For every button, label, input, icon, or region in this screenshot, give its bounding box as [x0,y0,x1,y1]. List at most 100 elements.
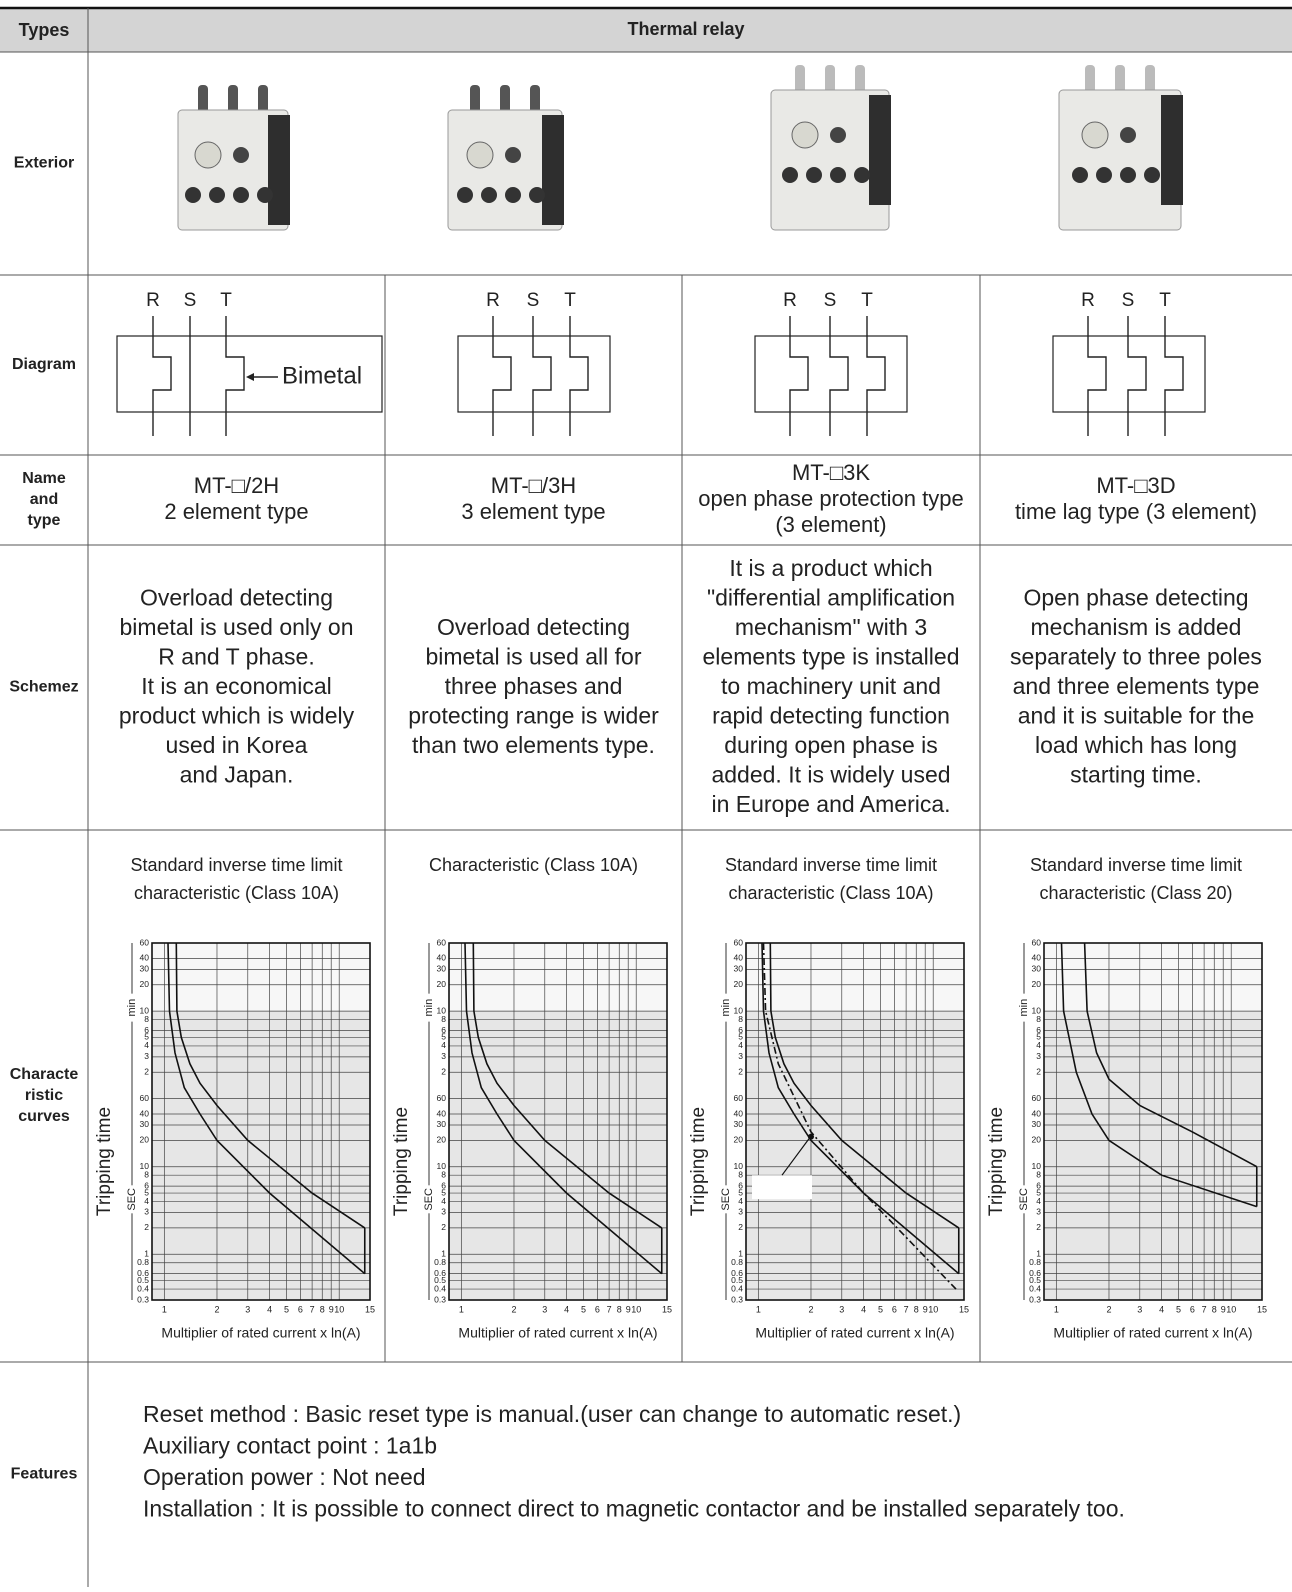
y-tick-label: 10 [140,1005,150,1015]
scheme-line: three phases and [445,673,623,699]
terminal [1115,65,1125,95]
y-tick-label: 3 [738,1051,743,1061]
plot-frame [448,942,668,1301]
plot-frame [1043,942,1263,1301]
name-line: (3 element) [775,512,886,537]
screw [1096,167,1112,183]
plot-frame [745,942,965,1301]
bimetal-element [1164,316,1184,436]
trip-curve [761,942,960,1275]
y-tick-label: 20 [140,1135,150,1145]
x-tick-label: 4 [861,1304,866,1314]
y-tick-label: 10 [437,1005,447,1015]
y-tick-label: 3 [1036,1207,1041,1217]
relay-side [869,95,891,205]
diagram-box [754,335,908,413]
label-gap [126,993,138,1022]
row-label: Features [11,1466,78,1483]
y-tick-label: 2 [738,1067,743,1077]
y-tick-label: 5 [738,1032,743,1042]
scheme-line: separately to three poles [1010,644,1262,670]
y-tick-label: 3 [738,1207,743,1217]
x-tick-label: 2 [808,1304,813,1314]
trip-curve [769,942,960,1229]
terminal [228,85,238,115]
relay-side [268,115,290,225]
y-tick-label: 30 [734,1119,744,1129]
table-title: Thermal relay [627,19,744,39]
y-tick-label: 1 [144,1248,149,1258]
x-tick-label: 6 [298,1304,303,1314]
y-tick-label: 0.5 [434,1275,446,1285]
terminal [198,85,208,115]
bimetal-element [789,316,809,436]
y-tick-label: 30 [1032,964,1042,974]
y-tick-label: 0.5 [731,1275,743,1285]
y-tick-label: 8 [441,1169,446,1179]
x-tick-label: 7 [310,1304,315,1314]
y-tick-label: 8 [144,1169,149,1179]
y-tick-label: 4 [441,1196,446,1206]
y-tick-label: 10 [437,1161,447,1171]
pole-label: S [1122,290,1135,311]
feature-line: Operation power : Not need [143,1464,426,1490]
y-tick-label: 0.6 [1029,1268,1041,1278]
y-tick-label: 0.5 [1029,1275,1041,1285]
y-tick-label: 30 [1032,1119,1042,1129]
x-tick-label: 9 [626,1304,631,1314]
x-tick-label: 2 [1106,1304,1111,1314]
x-axis-label: Multiplier of rated current x ln(A) [1053,1325,1252,1341]
x-tick-label: 9 [329,1304,334,1314]
plot-upper [152,943,370,1012]
diagram-box [116,335,383,413]
x-tick-label: 1 [459,1304,464,1314]
knob [830,127,846,143]
screw [529,187,545,203]
y-tick-label: 40 [1032,1108,1042,1118]
x-tick-label: 9 [923,1304,928,1314]
feature-line: Auxiliary contact point : 1a1b [143,1433,437,1459]
scheme-line: Overload detecting [437,614,630,640]
x-tick-label: 15 [1257,1304,1267,1314]
pole-label: S [184,290,197,311]
row-label: Diagram [12,356,76,373]
y-tick-label: 0.4 [434,1283,446,1293]
y-tick-label: 1 [1036,1248,1041,1258]
bimetal-element [152,316,172,436]
y-tick-label: 0.6 [434,1268,446,1278]
x-tick-label: 4 [267,1304,272,1314]
y-tick-label: 4 [144,1196,149,1206]
terminal [855,65,865,95]
knob [505,147,521,163]
y-tick-label: 40 [734,953,744,963]
plot-upper [1044,943,1262,1012]
y-tick-label: 60 [437,1093,447,1103]
pole-label: T [1159,290,1171,311]
x-axis-label: Multiplier of rated current x ln(A) [458,1325,657,1341]
scheme-line: used in Korea [166,732,308,758]
y-tick-label: 40 [437,953,447,963]
y-tick-label: 0.8 [137,1257,149,1267]
x-tick-label: 2 [511,1304,516,1314]
trip-curve [175,942,366,1229]
pole-label: R [783,290,797,311]
name-line: MT-□3D [1096,473,1175,498]
scheme-line: bimetal is used all for [425,644,641,670]
y-tick-label: 6 [738,1180,743,1190]
y-tick-label: 5 [144,1032,149,1042]
x-tick-label: 1 [162,1304,167,1314]
screw [233,187,249,203]
y-tick-label: 0.3 [731,1294,743,1304]
y-tick-label: 3 [1036,1051,1041,1061]
bimetal-element [866,316,886,436]
screw [782,167,798,183]
scheme-line: in Europe and America. [711,791,950,817]
terminal [1085,65,1095,95]
knob [1120,127,1136,143]
sec-label: SEC [126,1188,138,1211]
x-axis-label: Multiplier of rated current x ln(A) [755,1325,954,1341]
scheme-line: R and T phase. [158,644,314,670]
y-tick-label: 6 [1036,1025,1041,1035]
label-gap [1018,1185,1030,1214]
min-label: min [423,999,435,1017]
